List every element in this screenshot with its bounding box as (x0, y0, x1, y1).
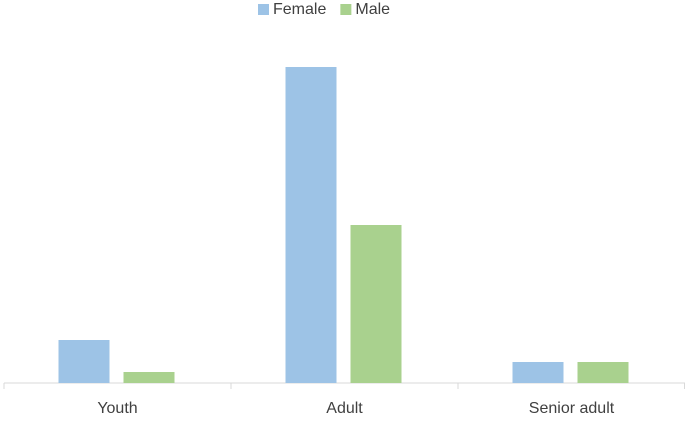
x-tick-label: Senior adult (529, 400, 615, 417)
x-tick-label: Adult (326, 400, 363, 417)
bar (350, 225, 402, 383)
bar (577, 362, 629, 383)
bar (58, 340, 110, 383)
legend-swatch (258, 4, 269, 15)
legend-label: Female (273, 1, 326, 18)
bar (285, 67, 337, 383)
x-tick-label: Youth (97, 400, 137, 417)
legend-swatch (340, 4, 352, 15)
legend-label: Male (355, 1, 390, 18)
bar (512, 362, 564, 383)
bar (123, 372, 175, 383)
